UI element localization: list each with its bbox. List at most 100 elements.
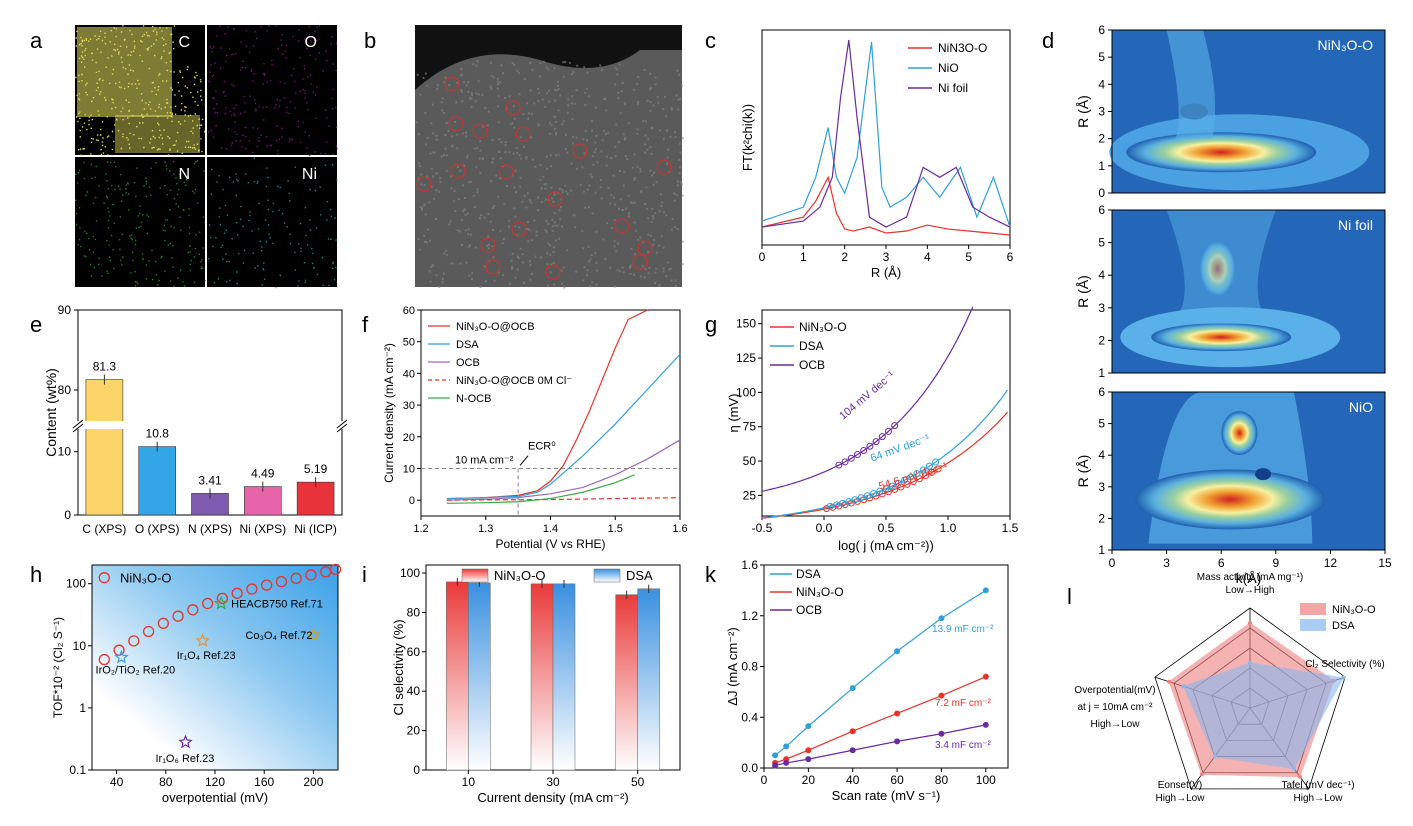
data-point [772, 762, 779, 769]
bar [446, 581, 469, 771]
y-tick-label: 6 [1098, 385, 1105, 399]
chart-f: 1.2 1.3 1.4 1.5 1.6 0 10 20 30 40 50 60 Potential (V… [382, 305, 688, 551]
data-point [172, 610, 184, 622]
x-tick-label: 0.5 [878, 521, 895, 535]
x-tick-label: 100 [976, 773, 996, 787]
y-axis-label: Cl selectivity (%) [391, 619, 406, 715]
data-point [841, 458, 849, 466]
y-tick-label: 3 [1098, 480, 1105, 494]
atom-circle [637, 240, 653, 256]
data-point [907, 473, 915, 481]
bar [615, 594, 638, 771]
y-tick-label: 1 [79, 701, 86, 715]
x-tick-label: 0 [1109, 556, 1116, 570]
legend-label: NiN₃O-O [796, 585, 844, 599]
y-axis-label: R (Å) [1075, 275, 1091, 308]
data-point [888, 482, 896, 490]
data-point [826, 502, 834, 510]
y-tick-label: 90 [58, 303, 72, 317]
atom-circle [572, 143, 588, 159]
x-tick-label: 1.5 [1002, 521, 1019, 535]
y-tick-label: 5 [1098, 417, 1105, 431]
radar-point [1199, 772, 1204, 777]
x-tick-label: 3 [883, 250, 890, 264]
atom-circle [505, 100, 521, 116]
radar-point [1341, 675, 1346, 680]
x-tick-label: 2 [841, 250, 848, 264]
slope-label: 104 mV dec⁻¹ [837, 369, 897, 422]
x-tick-label: N (XPS) [188, 522, 232, 536]
ref-marker [178, 734, 193, 749]
data-point [870, 490, 878, 498]
data-point [894, 710, 901, 717]
data-point [847, 454, 855, 462]
panel-letter-d: d [1042, 28, 1054, 53]
bar [468, 582, 491, 771]
data-point [851, 496, 859, 504]
series-line-NiN3O-O@OCB 0M Cl⁻ [446, 497, 681, 501]
y-tick-label: 0 [1098, 186, 1105, 200]
y-tick-label: 100 [736, 385, 756, 399]
y-tick-label: 4 [1098, 268, 1105, 282]
data-point [201, 597, 214, 610]
panel-letter-h: h [30, 562, 42, 587]
x-axis-label: overpotential (mV) [162, 790, 268, 805]
series-line-DSA [446, 353, 681, 500]
y-tick-label: 60 [407, 645, 421, 659]
atom-circle [472, 123, 488, 139]
x-tick-label: 10 [462, 775, 476, 789]
slope-label: 3.4 mF cm⁻² [935, 740, 992, 751]
data-point [934, 465, 942, 473]
radar-point [1248, 621, 1252, 625]
ecr-arrow [519, 455, 529, 466]
panel-letter-k: k [705, 562, 717, 587]
ref-label: Co₃O₄ Ref.72 [245, 630, 312, 642]
atom-circle [632, 254, 648, 270]
data-point [772, 752, 779, 759]
data-point [849, 728, 856, 735]
data-point [891, 422, 899, 430]
panel-letter-b: b [364, 28, 376, 53]
data-point [783, 759, 790, 766]
x-tick-label: 0 [759, 250, 766, 264]
data-point [925, 462, 933, 470]
x-tick-label: 1.2 [413, 523, 428, 535]
stem-dark-region [415, 25, 682, 90]
y-tick-label: 80 [58, 383, 72, 397]
series-line-NiO [761, 41, 1011, 228]
data-point [832, 501, 840, 509]
legend-swatch [1300, 603, 1326, 615]
data-point [938, 730, 945, 737]
map-cloud [115, 115, 200, 153]
atom-circle [444, 76, 460, 92]
x-tick-label: 30 [546, 775, 560, 789]
map-cloud [77, 27, 172, 117]
data-point [305, 569, 317, 581]
data-label: 3.41 [198, 473, 222, 487]
radar-point [1297, 774, 1302, 779]
x-axis-label: R (Å) [871, 265, 901, 280]
x-tick-label: 1.3 [478, 523, 493, 535]
data-point [187, 604, 199, 616]
x-tick-label: 1.6 [672, 523, 687, 535]
x-tick-label: 0.0 [816, 521, 833, 535]
y-tick-label: 75 [743, 420, 757, 434]
y-axis-label: R (Å) [1075, 455, 1091, 488]
x-tick-label: 5 [965, 250, 972, 264]
bar [85, 379, 124, 516]
radar-axis-label: Eonset(V) [1158, 780, 1202, 791]
data-point [857, 494, 865, 502]
axes-frame [1111, 391, 1386, 551]
data-label: 10.8 [146, 427, 170, 441]
ref-label: HEACB750 Ref.71 [231, 598, 323, 610]
y-tick-label: 2 [1098, 333, 1105, 347]
atom-circle [498, 164, 514, 180]
subplot-label: NiO [1349, 399, 1373, 415]
legend-label: NiN₃O-O [120, 571, 172, 586]
subplot-label: NiN₃O-O [1318, 37, 1374, 53]
chart-c: 0 1 2 3 4 5 6 R (Å) FT(k²chi(k)) NiN3O-O NiO Ni foi… [740, 29, 1014, 280]
x-tick-label: 1 [800, 250, 807, 264]
x-tick-label: 20 [802, 773, 816, 787]
fit-curve-DSA [761, 389, 1008, 519]
